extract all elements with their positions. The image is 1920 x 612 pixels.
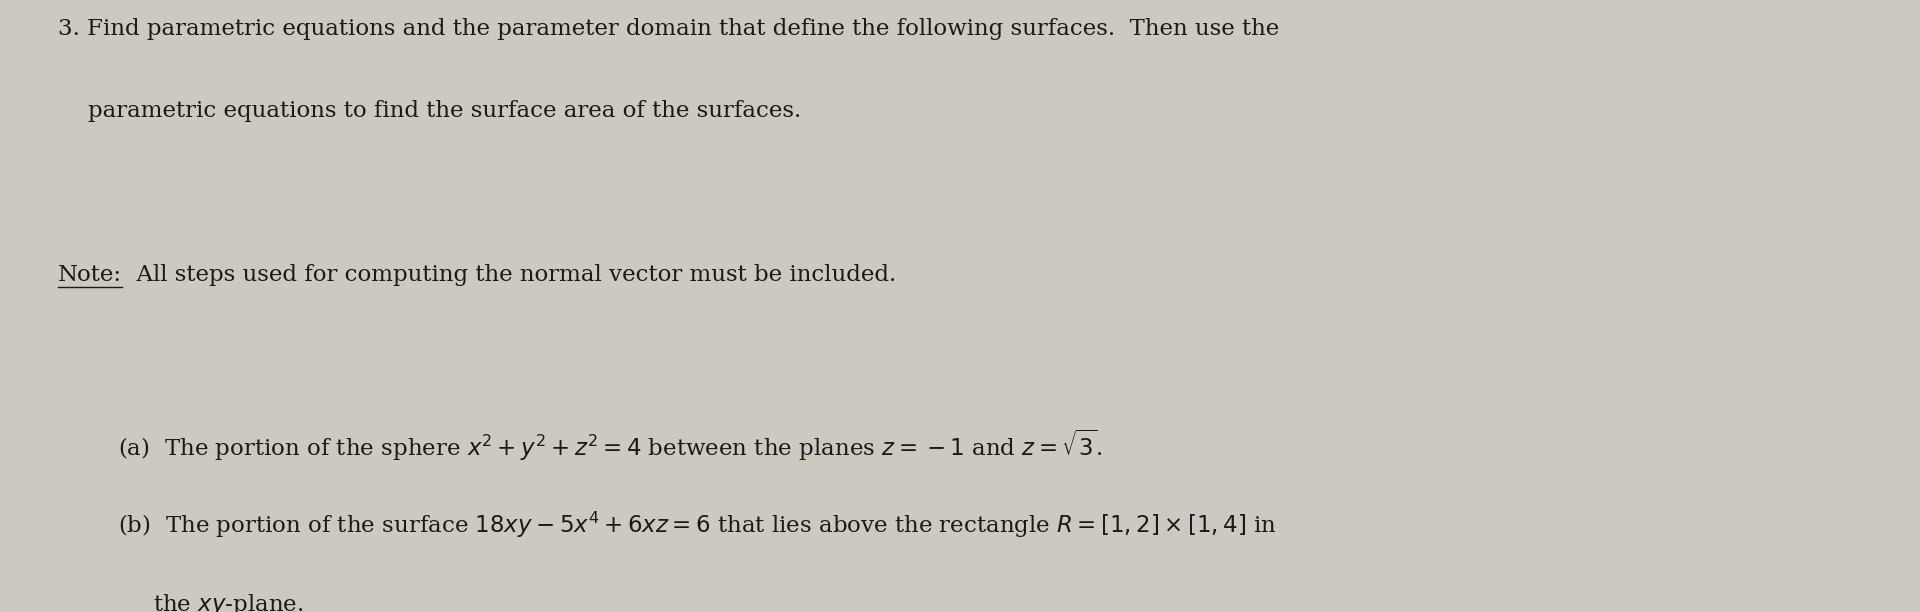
Text: Note:: Note:	[58, 264, 123, 286]
Text: (a)  The portion of the sphere $x^2 + y^2 + z^2 = 4$ between the planes $z = -1$: (a) The portion of the sphere $x^2 + y^2…	[117, 428, 1102, 463]
Text: (b)  The portion of the surface $18xy - 5x^4 + 6xz = 6$ that lies above the rect: (b) The portion of the surface $18xy - 5…	[117, 510, 1277, 540]
Text: parametric equations to find the surface area of the surfaces.: parametric equations to find the surface…	[88, 100, 801, 122]
Text: 3. Find parametric equations and the parameter domain that define the following : 3. Find parametric equations and the par…	[58, 18, 1279, 40]
Text: the $xy$-plane.: the $xy$-plane.	[154, 592, 303, 612]
Text: All steps used for computing the normal vector must be included.: All steps used for computing the normal …	[123, 264, 897, 286]
